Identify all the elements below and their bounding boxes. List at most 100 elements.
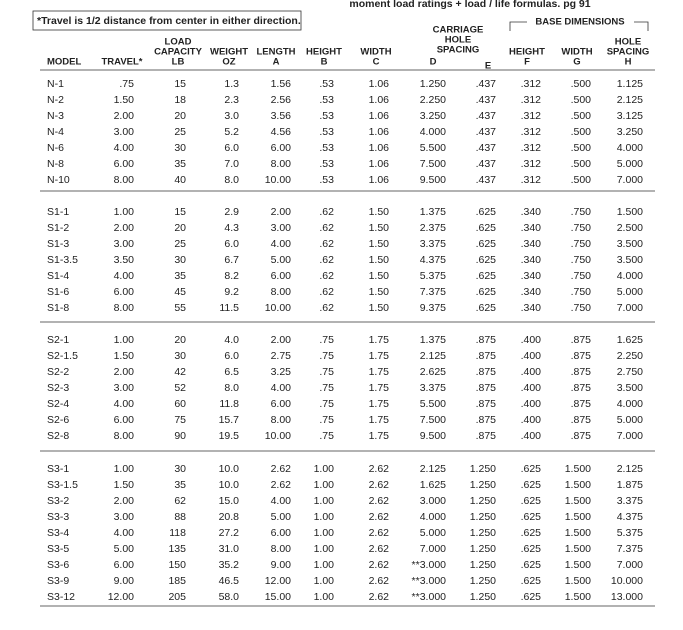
value-cell: 5.000 bbox=[420, 527, 446, 539]
value-cell: .62 bbox=[319, 286, 334, 298]
value-cell: 4.00 bbox=[271, 495, 292, 507]
value-cell: 6.00 bbox=[114, 414, 135, 426]
value-cell: .62 bbox=[319, 254, 334, 266]
value-cell: 6.0 bbox=[224, 238, 239, 250]
value-cell: .750 bbox=[571, 270, 592, 282]
value-cell: 8.00 bbox=[114, 302, 135, 314]
value-cell: .437 bbox=[476, 126, 497, 138]
value-cell: 7.375 bbox=[420, 286, 446, 298]
model-cell: S1-2 bbox=[47, 222, 69, 234]
model-cell: S1-4 bbox=[47, 270, 69, 282]
value-cell: 6.00 bbox=[271, 142, 292, 154]
value-cell: 1.500 bbox=[565, 527, 591, 539]
value-cell: 4.0 bbox=[224, 334, 239, 346]
value-cell: 6.7 bbox=[224, 254, 239, 266]
value-cell: 20.8 bbox=[219, 511, 240, 523]
column-header: MODEL bbox=[47, 57, 82, 68]
value-cell: .53 bbox=[319, 126, 334, 138]
value-cell: .875 bbox=[476, 414, 497, 426]
value-cell: 8.0 bbox=[224, 382, 239, 394]
model-cell: S1-3 bbox=[47, 238, 69, 250]
value-cell: .400 bbox=[521, 334, 542, 346]
column-header: D bbox=[430, 57, 437, 68]
model-cell: N-1 bbox=[47, 78, 64, 90]
value-cell: 2.250 bbox=[617, 350, 643, 362]
model-cell: S1-3.5 bbox=[47, 254, 78, 266]
value-cell: 2.62 bbox=[369, 463, 390, 475]
value-cell: 46.5 bbox=[219, 575, 240, 587]
footnote-box bbox=[32, 10, 302, 31]
model-cell: S1-1 bbox=[47, 206, 69, 218]
value-cell: 3.125 bbox=[617, 110, 643, 122]
value-cell: .62 bbox=[319, 302, 334, 314]
value-cell: 1.375 bbox=[420, 334, 446, 346]
value-cell: 5.500 bbox=[420, 398, 446, 410]
value-cell: 205 bbox=[168, 591, 186, 603]
value-cell: 1.250 bbox=[470, 543, 496, 555]
value-cell: 15.7 bbox=[219, 414, 240, 426]
value-cell: .625 bbox=[521, 591, 542, 603]
value-cell: 10.00 bbox=[265, 174, 291, 186]
value-cell: 6.00 bbox=[271, 270, 292, 282]
value-cell: .340 bbox=[521, 206, 542, 218]
model-cell: N-10 bbox=[47, 174, 70, 186]
value-cell: 1.50 bbox=[114, 94, 135, 106]
value-cell: .625 bbox=[476, 238, 497, 250]
value-cell: .400 bbox=[521, 398, 542, 410]
value-cell: .875 bbox=[571, 334, 592, 346]
value-cell: 42 bbox=[174, 366, 186, 378]
value-cell: 30 bbox=[174, 254, 186, 266]
value-cell: 15 bbox=[174, 206, 186, 218]
value-cell: .750 bbox=[571, 254, 592, 266]
value-cell: .75 bbox=[119, 78, 134, 90]
value-cell: 1.50 bbox=[369, 302, 390, 314]
model-cell: S1-6 bbox=[47, 286, 69, 298]
model-cell: S2-2 bbox=[47, 366, 69, 378]
value-cell: 45 bbox=[174, 286, 186, 298]
value-cell: 7.000 bbox=[617, 174, 643, 186]
value-cell: 3.00 bbox=[271, 222, 292, 234]
value-cell: 7.000 bbox=[617, 430, 643, 442]
value-cell: 1.500 bbox=[565, 591, 591, 603]
value-cell: .75 bbox=[319, 350, 334, 362]
value-cell: 1.06 bbox=[369, 142, 390, 154]
top-note: moment load ratings + load / life formul… bbox=[349, 0, 590, 10]
value-cell: .625 bbox=[476, 270, 497, 282]
value-cell: 2.00 bbox=[271, 334, 292, 346]
value-cell: 20 bbox=[174, 334, 186, 346]
value-cell: .400 bbox=[521, 414, 542, 426]
value-cell: 1.50 bbox=[369, 286, 390, 298]
value-cell: .500 bbox=[571, 126, 592, 138]
value-cell: .625 bbox=[521, 559, 542, 571]
value-cell: 1.250 bbox=[470, 591, 496, 603]
value-cell: .53 bbox=[319, 142, 334, 154]
value-cell: 3.25 bbox=[271, 366, 292, 378]
value-cell: 5.00 bbox=[271, 511, 292, 523]
value-cell: 1.50 bbox=[369, 270, 390, 282]
value-cell: 1.250 bbox=[470, 527, 496, 539]
value-cell: .750 bbox=[571, 302, 592, 314]
carriage-group-header: CARRIAGE bbox=[433, 25, 484, 36]
value-cell: 30 bbox=[174, 463, 186, 475]
value-cell: .625 bbox=[521, 479, 542, 491]
value-cell: **3.000 bbox=[412, 575, 447, 587]
value-cell: .53 bbox=[319, 78, 334, 90]
value-cell: 1.500 bbox=[565, 543, 591, 555]
value-cell: .53 bbox=[319, 110, 334, 122]
value-cell: 1.50 bbox=[369, 206, 390, 218]
value-cell: 2.375 bbox=[420, 222, 446, 234]
value-cell: 25 bbox=[174, 238, 186, 250]
value-cell: .500 bbox=[571, 174, 592, 186]
value-cell: .53 bbox=[319, 174, 334, 186]
value-cell: 5.375 bbox=[420, 270, 446, 282]
column-header: HEIGHT bbox=[306, 47, 342, 58]
value-cell: 3.50 bbox=[114, 254, 135, 266]
column-header: LOAD bbox=[165, 37, 192, 48]
value-cell: .875 bbox=[571, 350, 592, 362]
value-cell: .312 bbox=[521, 110, 542, 122]
value-cell: 15.00 bbox=[265, 591, 291, 603]
value-cell: 13.000 bbox=[611, 591, 643, 603]
value-cell: 7.500 bbox=[420, 158, 446, 170]
value-cell: .750 bbox=[571, 238, 592, 250]
